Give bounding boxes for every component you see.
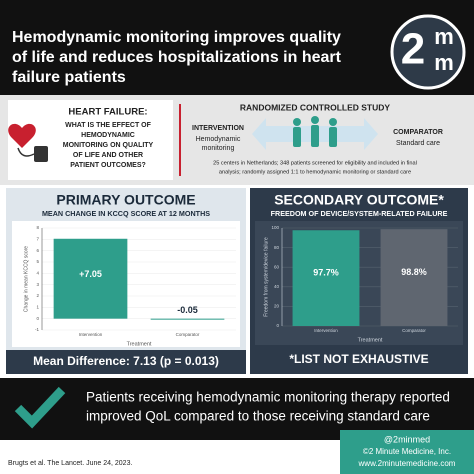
citation: Brugts et al. The Lancet. June 24, 2023.: [8, 460, 132, 467]
check-icon: [14, 386, 66, 429]
mean-difference: Mean Difference: 7.13 (p = 0.013): [33, 354, 219, 368]
y-tick-label: 20: [274, 304, 280, 309]
y-tick-label: 60: [274, 264, 280, 269]
y-tick-label: 6: [36, 248, 39, 253]
x-tick-label: Intervention: [79, 332, 103, 337]
logo-letter: m: [434, 24, 454, 49]
chart-title: PRIMARY OUTCOME: [56, 192, 195, 208]
heart-icon: [8, 123, 36, 148]
y-tick-label: 4: [36, 271, 39, 276]
value-label: 98.8%: [401, 267, 427, 277]
intervention-text: Hemodynamic: [196, 136, 241, 143]
title-line: of life and reduces hospitalizations in …: [12, 49, 342, 66]
study-detail: analysis; randomly assigned 1:1 to hemod…: [219, 169, 411, 175]
y-tick-label: 3: [36, 282, 39, 287]
conclusion-band: [0, 378, 474, 440]
bar: [150, 318, 225, 320]
note: *LIST NOT EXHAUSTIVE: [289, 352, 428, 366]
logo-number: 2: [401, 25, 425, 74]
bar: [53, 238, 128, 319]
y-tick-label: 1: [36, 305, 39, 310]
y-tick-label: 80: [274, 245, 280, 250]
y-tick-label: 40: [274, 284, 280, 289]
bar: [292, 230, 360, 326]
y-tick-label: 5: [36, 259, 39, 264]
intervention-text: monitoring: [202, 145, 235, 152]
y-tick-label: 0: [276, 323, 279, 328]
chart-subtitle: FREEDOM OF DEVICE/SYSTEM-RELATED FAILURE: [271, 209, 448, 218]
comparator-label: COMPARATOR: [393, 129, 443, 136]
question-card: [8, 100, 173, 180]
title-line: Hemodynamic monitoring improves quality: [12, 29, 341, 46]
logo-letter: m: [434, 50, 454, 75]
question-line: WHAT IS THE EFFECT OF: [65, 122, 152, 129]
y-tick-label: 8: [36, 225, 39, 230]
x-tick-label: Comparator: [176, 332, 200, 337]
website: www.2minutemedicine.com: [358, 459, 456, 468]
monitor-icon: [34, 146, 48, 162]
y-tick-label: -1: [35, 327, 39, 332]
x-axis-label: Treatment: [358, 337, 383, 343]
people-icon: [293, 116, 337, 147]
intervention-label: INTERVENTION: [192, 125, 244, 132]
title-line: failure patients: [12, 69, 126, 86]
value-label: 97.7%: [313, 268, 339, 278]
value-label: +7.05: [79, 269, 102, 279]
question-line: PATIENT OUTCOMES?: [70, 162, 146, 169]
mean-difference-band: [6, 350, 246, 374]
comparator-text: Standard care: [396, 140, 440, 147]
y-tick-label: 2: [36, 293, 39, 298]
x-axis-label: Treatment: [127, 341, 152, 347]
logo: [390, 14, 466, 90]
conclusion-line: Patients receiving hemodynamic monitorin…: [86, 390, 450, 405]
question-line: OF LIFE AND OTHER: [73, 152, 143, 159]
question-line: HEMODYNAMIC: [81, 132, 135, 139]
value-label: -0.05: [177, 305, 198, 315]
y-axis-label: Change in mean KCCQ score: [23, 246, 29, 312]
bar: [380, 229, 448, 326]
chart-title: SECONDARY OUTCOME*: [274, 192, 444, 208]
study-title: RANDOMIZED CONTROLLED STUDY: [240, 102, 390, 112]
y-tick-label: 7: [36, 237, 39, 242]
chart-subtitle: MEAN CHANGE IN KCCQ SCORE AT 12 MONTHS: [42, 209, 210, 218]
study-detail: 25 centers in Netherlands; 348 patients …: [213, 160, 417, 166]
question-heading: HEART FAILURE:: [68, 107, 147, 118]
y-tick-label: 0: [36, 316, 39, 321]
footer-box: [340, 430, 474, 474]
x-tick-label: Intervention: [314, 328, 338, 333]
x-tick-label: Comparator: [402, 328, 426, 333]
conclusion-line: improved QoL compared to those receiving…: [86, 409, 430, 424]
wire-icon: [17, 147, 35, 157]
copyright: ©2 Minute Medicine, Inc.: [363, 447, 451, 456]
y-axis-label: Freedom from system/device failure: [263, 237, 269, 317]
question-line: MONITORING ON QUALITY: [63, 142, 154, 149]
handle: @2minmed: [384, 434, 430, 444]
y-tick-label: 100: [271, 225, 279, 230]
